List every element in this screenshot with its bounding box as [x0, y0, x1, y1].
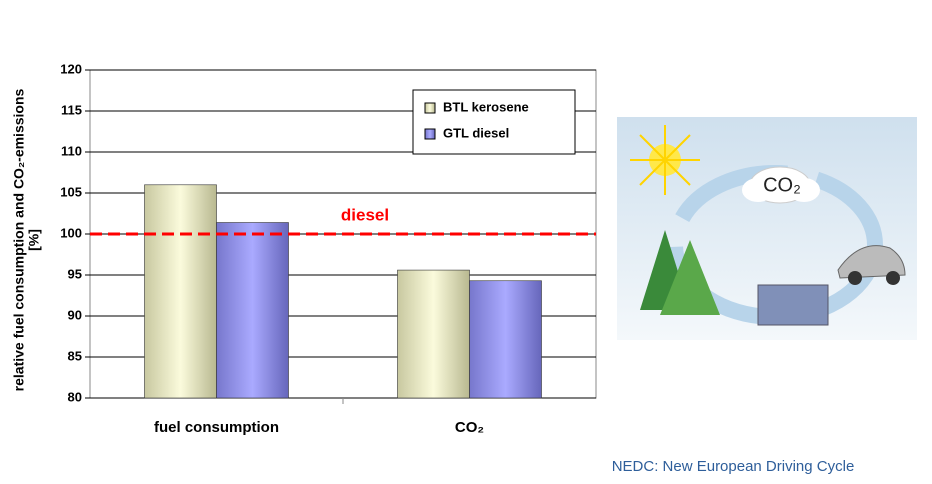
legend-swatch: [424, 128, 436, 140]
y-tick-label: 90: [68, 307, 82, 322]
x-tick-label: fuel consumption: [154, 419, 279, 436]
y-tick-label: 100: [60, 225, 82, 240]
illustration-label: CO₂: [763, 174, 801, 196]
y-tick-label: 80: [68, 389, 82, 404]
reference-label: diesel: [341, 205, 389, 224]
y-axis-label: relative fuel consumption and CO₂-emissi…: [11, 88, 27, 391]
y-tick-label: 115: [61, 102, 82, 117]
y-tick-label: 95: [68, 266, 82, 281]
y-tick-label: 110: [61, 143, 82, 158]
bar: [469, 280, 542, 399]
y-tick-label: 120: [60, 61, 82, 76]
legend-box: [412, 89, 576, 155]
x-tick-label: CO₂: [455, 419, 484, 436]
legend-label: GTL diesel: [443, 125, 509, 140]
illustration: CO₂: [617, 117, 917, 340]
bar: [397, 269, 470, 399]
legend-label: BTL kerosene: [443, 99, 529, 114]
bar: [144, 184, 217, 399]
footnote: NEDC: New European Driving Cycle: [612, 458, 855, 475]
y-tick-label: 105: [60, 184, 82, 199]
legend-swatch: [424, 102, 436, 114]
y-axis-label: [%]: [26, 229, 42, 251]
y-tick-label: 85: [68, 348, 82, 363]
bar: [216, 222, 289, 399]
